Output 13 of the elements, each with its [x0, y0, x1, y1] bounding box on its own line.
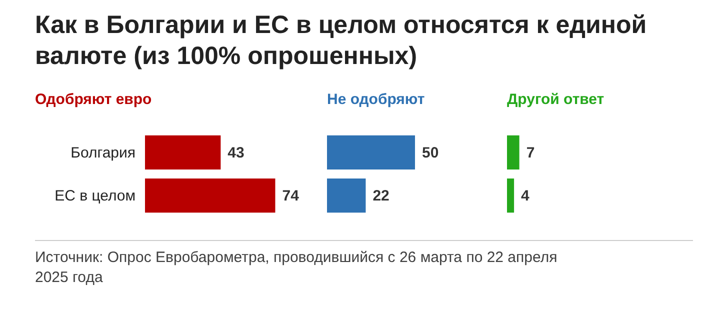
text: Как в Болгарии и ЕС в целом относятся к единой валюте (из 100% опрошенных) — [35, 10, 648, 72]
data-label: 50 — [422, 144, 439, 162]
data-label: 43 — [228, 144, 244, 162]
chart-subtitle: Одобряют евро — [35, 91, 152, 108]
y-tick-label: ЕС в целом — [54, 188, 136, 205]
data-label: 74 — [282, 188, 300, 205]
data-label: 7 — [526, 144, 535, 162]
data-label: 4 — [521, 188, 530, 205]
text: Другой ответ — [507, 91, 604, 108]
text: Источник: Опрос Евробарометра, проводившийся с 26 марта по 22 апреля 2025 года — [35, 248, 558, 288]
chart-title: Не одобряют — [327, 91, 425, 108]
data-label: 22 — [372, 188, 390, 205]
y-tick-label: Болгария — [70, 144, 136, 162]
